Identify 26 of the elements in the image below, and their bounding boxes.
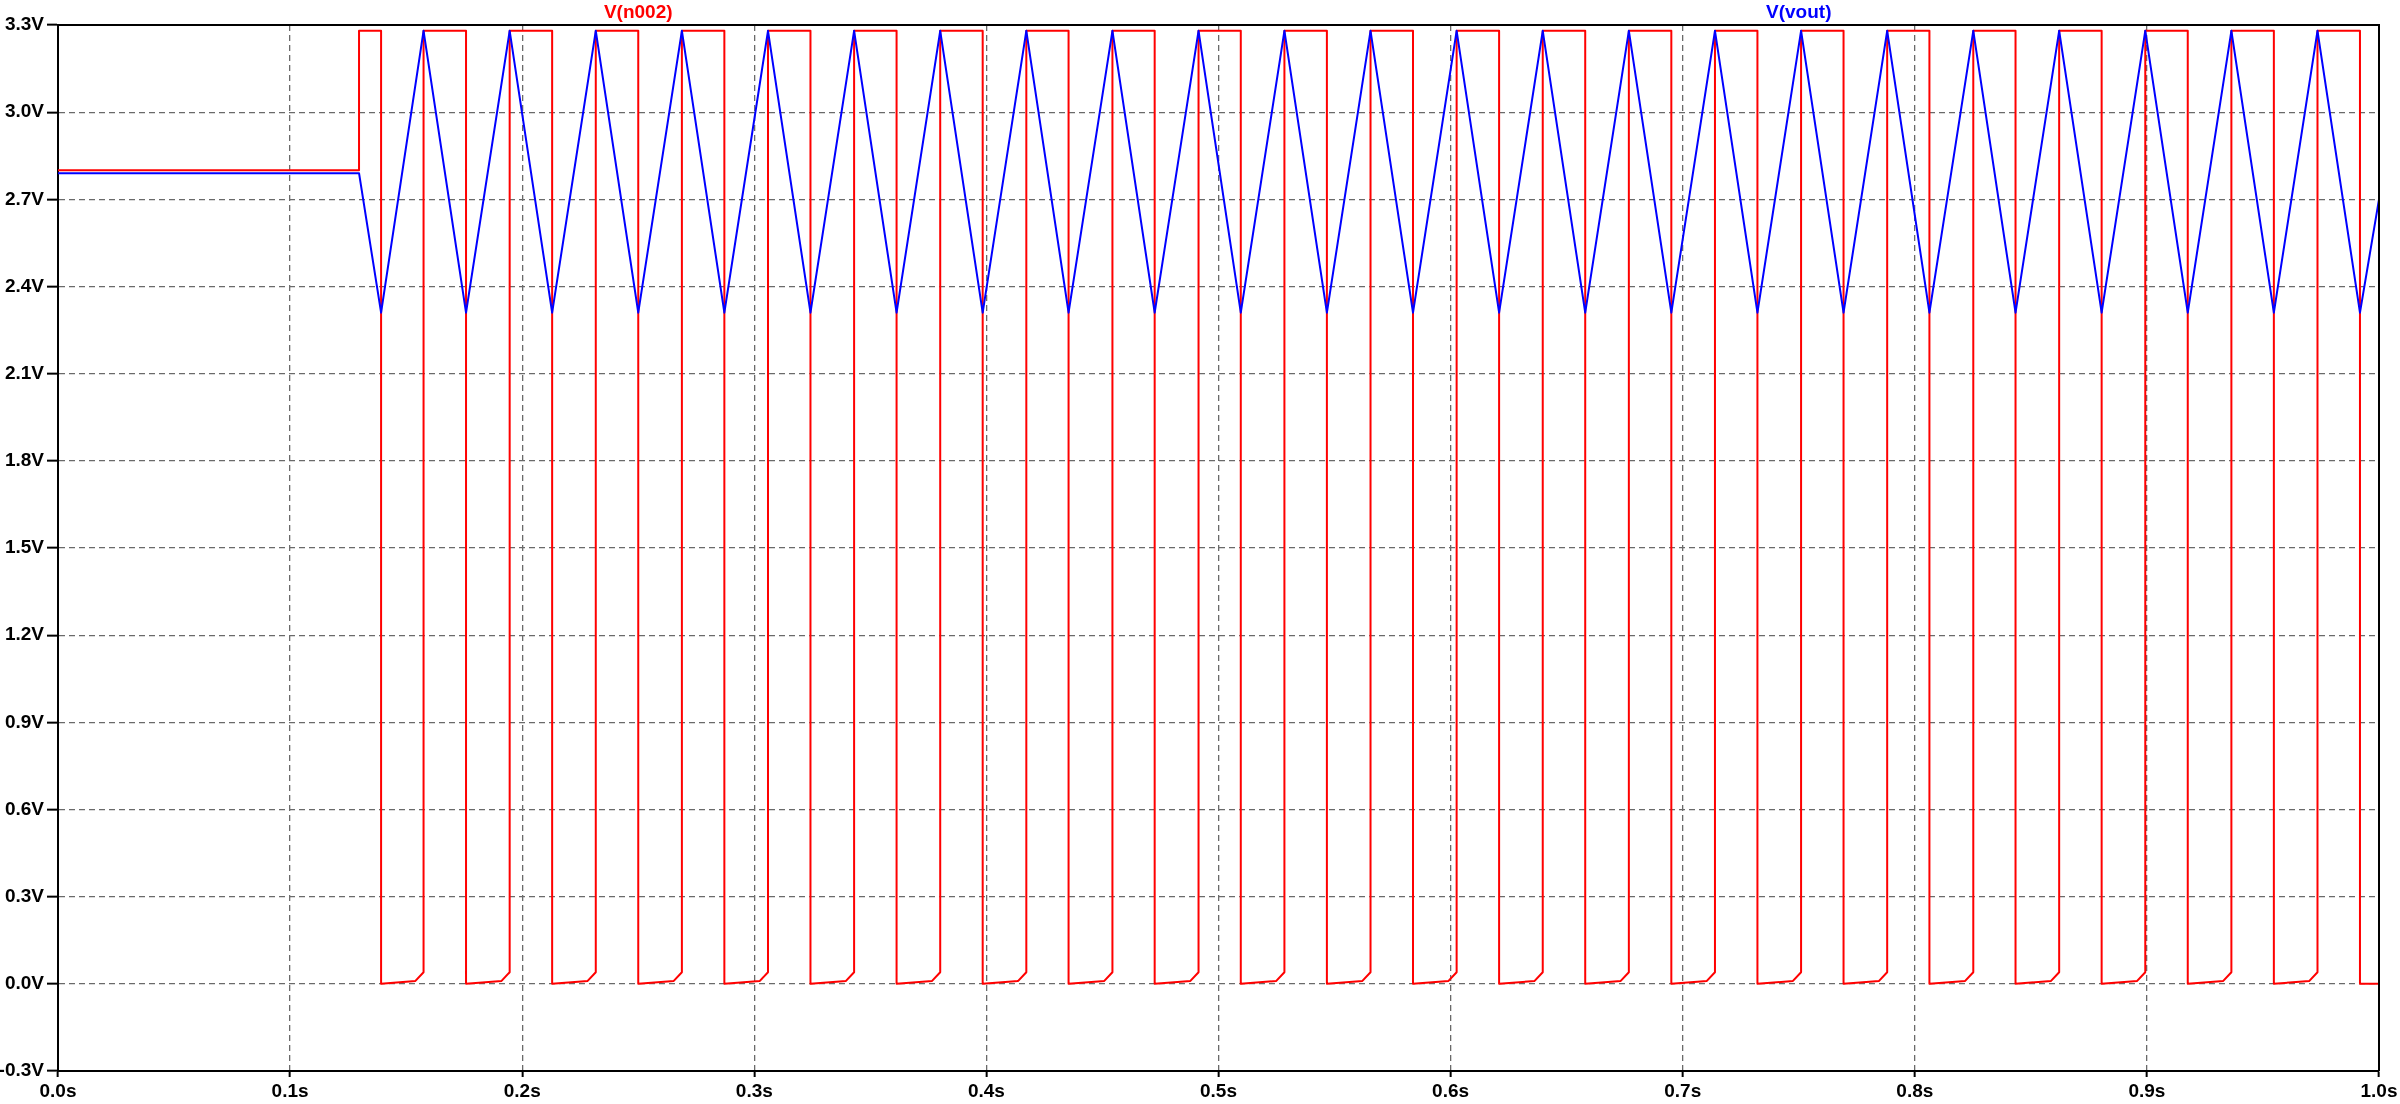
x-tick-label: 0.3s [735, 1079, 773, 1101]
x-tick-label: 0.9s [2128, 1079, 2166, 1101]
y-tick-label: 2.1V [4, 361, 45, 383]
y-tick-label: 1.5V [4, 536, 45, 558]
y-tick-label: 3.3V [4, 13, 45, 35]
x-tick-label: 0.1s [271, 1079, 309, 1101]
x-tick-label: 0.7s [1664, 1079, 1702, 1101]
y-tick-label: 0.6V [4, 797, 45, 819]
x-tick-label: 0.5s [1200, 1079, 1237, 1101]
x-tick-label: 0.8s [1896, 1079, 1934, 1101]
y-tick-label: 1.2V [4, 623, 45, 645]
y-tick-label: 0.3V [4, 884, 45, 906]
y-tick-label: 2.7V [4, 187, 45, 209]
y-tick-label: 2.4V [4, 274, 45, 296]
y-tick-label: 0.9V [4, 710, 45, 732]
series-label: V(vout) [1766, 1, 1832, 22]
x-tick-label: 0.2s [503, 1079, 541, 1101]
x-tick-label: 1.0s [2360, 1079, 2398, 1101]
x-tick-label: 0.4s [967, 1079, 1005, 1101]
x-tick-label: 0.0s [39, 1079, 77, 1101]
y-tick-label: 3.0V [4, 100, 45, 122]
y-tick-label: 1.8V [4, 449, 45, 471]
series-label: V(n002) [603, 1, 673, 22]
y-tick-label: 0.0V [4, 972, 45, 994]
y-tick-label: -0.3V [0, 1059, 45, 1081]
x-tick-label: 0.6s [1432, 1079, 1470, 1101]
